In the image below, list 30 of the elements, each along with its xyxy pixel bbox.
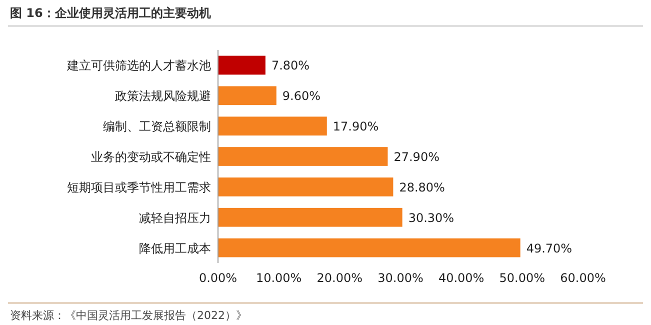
x-tick-label: 50.00% bbox=[499, 271, 546, 285]
bar bbox=[218, 116, 327, 136]
y-tick-label: 业务的变动或不确定性 bbox=[91, 150, 211, 164]
x-tick-label: 0.00% bbox=[198, 271, 238, 285]
data-label: 27.90% bbox=[394, 150, 440, 164]
x-tick-label: 20.00% bbox=[316, 271, 363, 285]
data-label: 28.80% bbox=[399, 180, 445, 194]
text: 资料来源：《中国灵活用工发展报告（2022）》 bbox=[10, 309, 247, 322]
y-tick-label: 政策法规风险规避 bbox=[115, 89, 211, 104]
x-tick-label: 60.00% bbox=[560, 271, 606, 285]
bar bbox=[218, 177, 394, 196]
bar bbox=[218, 86, 276, 106]
data-label: 7.80% bbox=[271, 58, 310, 73]
data-label: 49.70% bbox=[526, 241, 572, 256]
y-tick-label: 降低用工成本 bbox=[139, 241, 211, 256]
x-tick-label: 10.00% bbox=[256, 271, 302, 285]
x-tick-label: 30.00% bbox=[378, 271, 424, 285]
y-tick-label: 建立可供筛选的人才蓄水池 bbox=[66, 58, 211, 73]
text: 图 16：企业使用灵活用工的主要动机 bbox=[10, 6, 211, 20]
data-label: 17.90% bbox=[332, 120, 379, 134]
y-tick-label: 减轻自招压力 bbox=[139, 210, 211, 225]
bar bbox=[218, 56, 266, 75]
data-label: 9.60% bbox=[282, 89, 321, 104]
bar bbox=[218, 208, 402, 227]
data-label: 30.30% bbox=[408, 210, 454, 225]
x-tick-label: 40.00% bbox=[438, 271, 484, 285]
bar bbox=[218, 147, 388, 166]
y-tick-label: 编制、工资总额限制 bbox=[103, 120, 211, 134]
y-tick-label: 短期项目或季节性用工需求 bbox=[67, 180, 211, 194]
bar bbox=[218, 238, 520, 258]
